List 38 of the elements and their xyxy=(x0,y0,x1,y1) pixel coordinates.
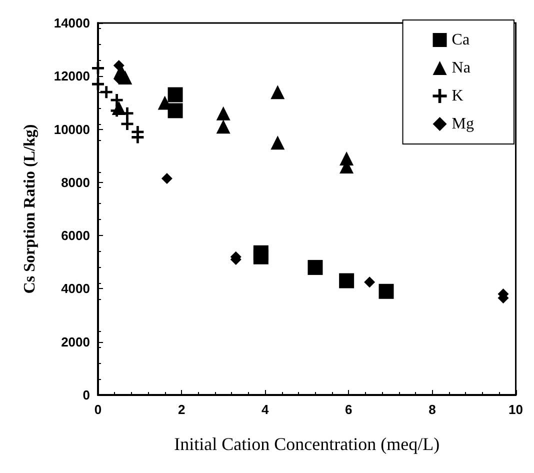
x-tick-label: 2 xyxy=(178,402,186,417)
point xyxy=(216,106,230,120)
point xyxy=(92,62,104,74)
x-tick-label: 10 xyxy=(508,402,524,417)
point xyxy=(110,94,123,106)
point xyxy=(339,273,354,288)
y-tick-label: 14000 xyxy=(54,16,90,30)
point xyxy=(92,78,104,90)
y-tick-label: 4000 xyxy=(61,281,90,296)
legend-label: Mg xyxy=(452,116,474,132)
point xyxy=(216,120,230,134)
point xyxy=(378,284,394,299)
legend-label: K xyxy=(452,88,464,104)
x-tick-label: 6 xyxy=(345,402,352,417)
y-tick-label: 6000 xyxy=(61,228,90,244)
y-tick-label: 2000 xyxy=(61,334,90,350)
x-axis-title: Initial Cation Concentration (meq/L) xyxy=(174,434,440,454)
point xyxy=(168,103,183,118)
point xyxy=(270,85,285,100)
point xyxy=(168,87,183,102)
point xyxy=(121,118,134,130)
point xyxy=(364,276,376,288)
point xyxy=(308,260,323,275)
x-tick-label: 8 xyxy=(428,402,436,417)
point xyxy=(253,249,268,264)
x-tick-label: 4 xyxy=(261,402,270,417)
point xyxy=(100,86,112,98)
y-tick-label: 12000 xyxy=(54,68,90,84)
x-tick-label: 0 xyxy=(94,402,102,417)
y-axis-title: Cs Sorption Ratio (L/kg) xyxy=(22,124,38,294)
y-tick-label: 8000 xyxy=(61,174,90,190)
point xyxy=(161,172,172,184)
point xyxy=(270,136,285,150)
y-tick-label: 10000 xyxy=(54,122,90,137)
y-tick-label: 0 xyxy=(82,388,90,402)
legend-label: Na xyxy=(452,60,470,76)
point xyxy=(113,60,124,72)
legend-label: Ca xyxy=(452,32,470,48)
